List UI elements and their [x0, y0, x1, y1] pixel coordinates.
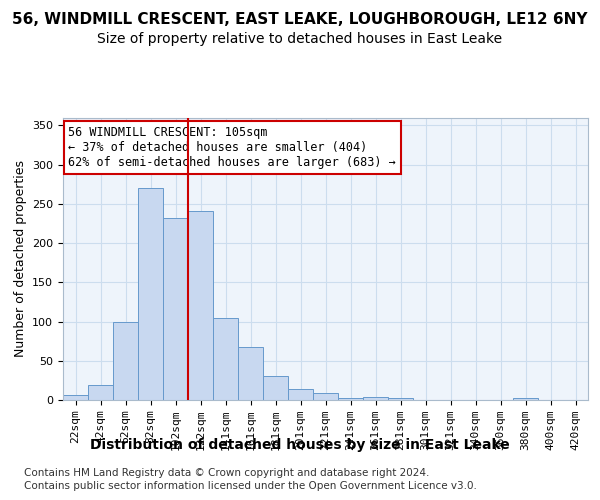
Bar [138, 188, 163, 400]
Bar [363, 397, 388, 400]
Bar [88, 385, 113, 400]
Bar [513, 398, 538, 400]
Bar [338, 398, 363, 400]
Bar [63, 394, 88, 400]
Y-axis label: Number of detached properties: Number of detached properties [14, 160, 26, 357]
Text: Size of property relative to detached houses in East Leake: Size of property relative to detached ho… [97, 32, 503, 46]
Bar [313, 393, 338, 400]
Bar [213, 318, 238, 400]
Bar [163, 218, 188, 400]
Bar [113, 322, 138, 400]
Bar [238, 348, 263, 400]
Text: 56 WINDMILL CRESCENT: 105sqm
← 37% of detached houses are smaller (404)
62% of s: 56 WINDMILL CRESCENT: 105sqm ← 37% of de… [68, 126, 396, 169]
Text: Distribution of detached houses by size in East Leake: Distribution of detached houses by size … [90, 438, 510, 452]
Text: 56, WINDMILL CRESCENT, EAST LEAKE, LOUGHBOROUGH, LE12 6NY: 56, WINDMILL CRESCENT, EAST LEAKE, LOUGH… [12, 12, 588, 28]
Bar [263, 376, 288, 400]
Bar [388, 398, 413, 400]
Bar [288, 389, 313, 400]
Text: Contains HM Land Registry data © Crown copyright and database right 2024.: Contains HM Land Registry data © Crown c… [24, 468, 430, 477]
Text: Contains public sector information licensed under the Open Government Licence v3: Contains public sector information licen… [24, 481, 477, 491]
Bar [188, 211, 213, 400]
